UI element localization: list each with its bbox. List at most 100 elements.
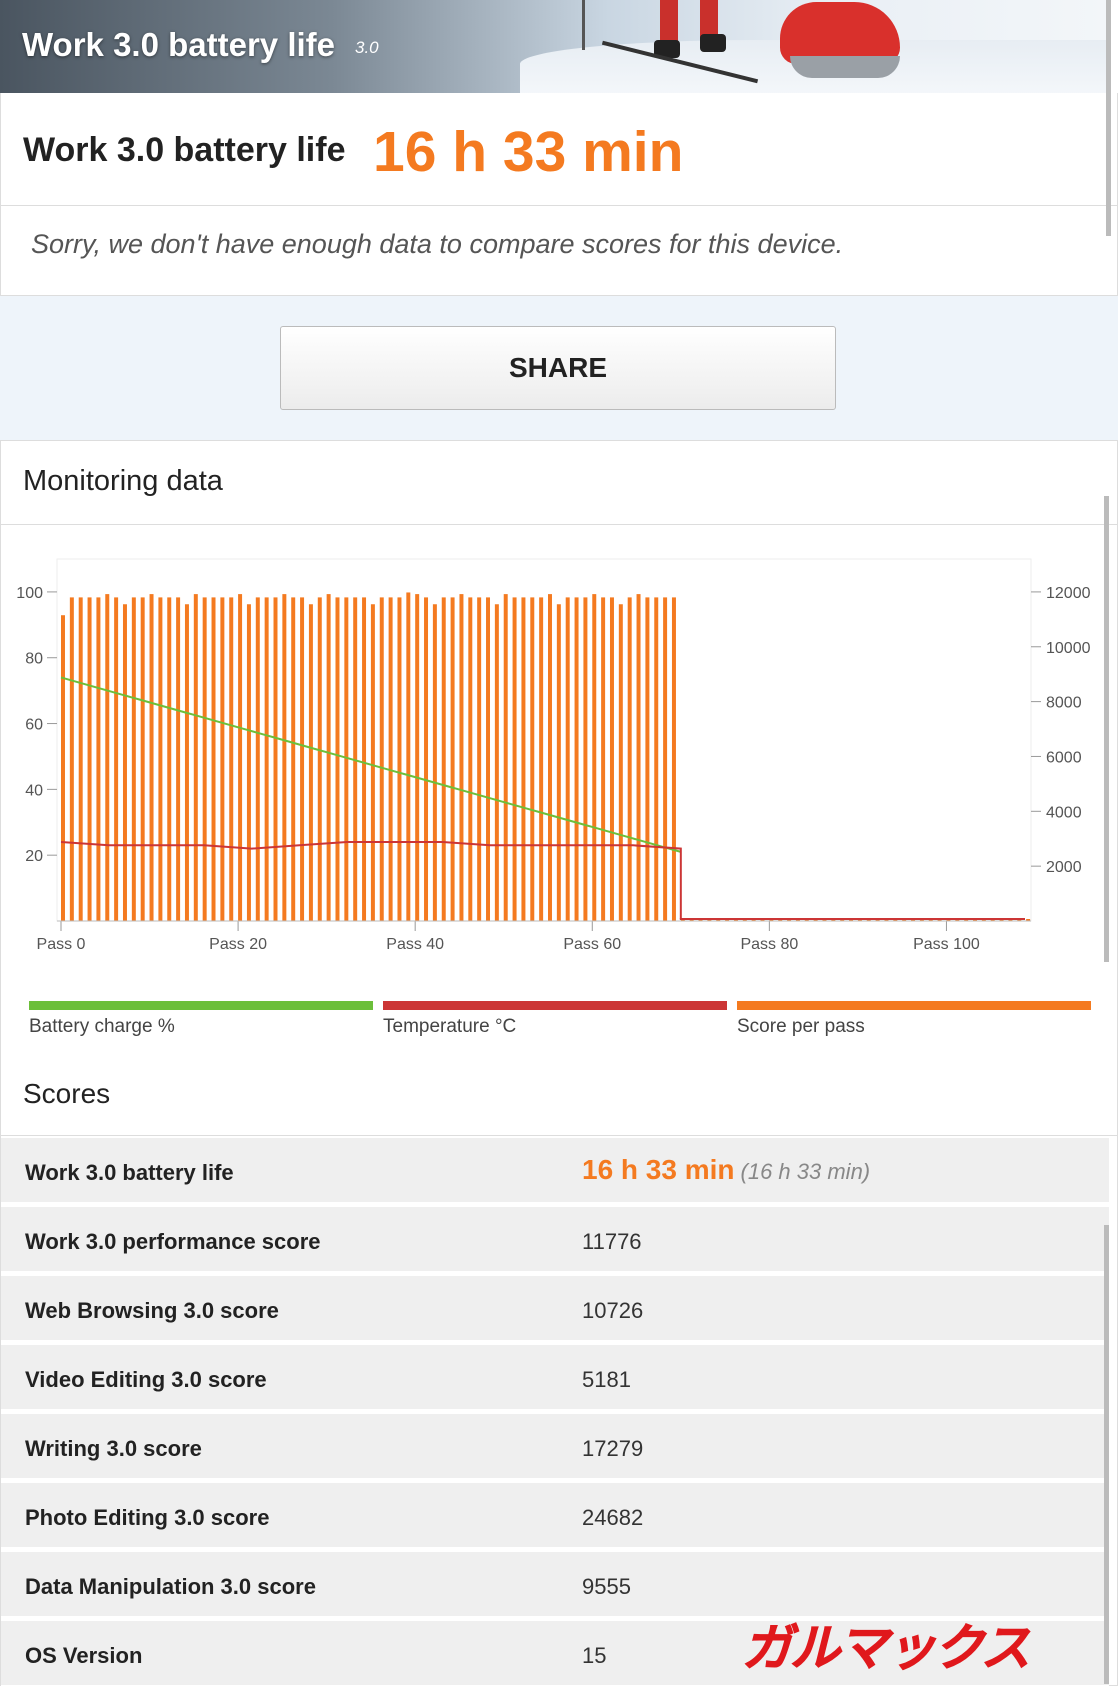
x-tick-label: Pass 80 (740, 936, 798, 953)
score-bar (273, 597, 278, 921)
score-bar (468, 597, 473, 921)
hero-title: Work 3.0 battery life (22, 26, 336, 63)
x-tick-label: Pass 40 (386, 936, 444, 953)
score-bar (96, 597, 101, 921)
y-left-tick-label: 60 (25, 717, 43, 734)
y-right-tick-label: 10000 (1046, 640, 1091, 657)
scrollbar[interactable] (1104, 496, 1109, 962)
score-bar (388, 597, 393, 921)
score-bar (202, 597, 207, 921)
table-row: OS Version 15 (1, 1621, 1109, 1690)
score-bar (184, 604, 189, 921)
y-right-tick-label: 8000 (1046, 695, 1082, 712)
score-bar (574, 597, 579, 921)
legend-battery: Battery charge % (29, 1001, 373, 1041)
legend-battery-swatch (29, 1001, 373, 1010)
hero-boot (700, 34, 726, 52)
table-row: Photo Editing 3.0 score 24682 (1, 1483, 1109, 1552)
share-zone: SHARE (0, 296, 1118, 440)
legend-score: Score per pass (737, 1001, 1091, 1041)
row-value: 15 (582, 1643, 607, 1668)
score-bar (78, 597, 83, 921)
score-bar (246, 604, 251, 921)
hero-leg (700, 0, 718, 44)
score-bar (317, 597, 322, 921)
x-tick-label: Pass 0 (37, 936, 86, 953)
row-value: 5181 (582, 1367, 631, 1392)
score-bar (406, 592, 411, 921)
row-label: Work 3.0 performance score (25, 1229, 321, 1254)
score-bar (220, 597, 225, 921)
row-value: 11776 (582, 1229, 642, 1254)
score-bar (459, 594, 464, 921)
hero-boot (654, 40, 680, 58)
monitoring-card: Monitoring data 100 80 60 40 20 12000 10000 800… (0, 440, 1118, 1690)
score-bar (601, 597, 606, 921)
score-bar (353, 597, 358, 921)
scores-table: Work 3.0 battery life 16 h 33 min (16 h 3… (1, 1138, 1109, 1690)
legend-battery-label: Battery charge % (29, 1016, 175, 1037)
row-label: Video Editing 3.0 score (25, 1367, 267, 1392)
divider (1, 524, 1117, 525)
score-bar (592, 594, 597, 921)
x-tick-label: Pass 60 (563, 936, 621, 953)
score-bar (397, 597, 402, 921)
score-bar (87, 597, 92, 921)
row-value: 16 h 33 min (16 h 33 min) (582, 1154, 870, 1186)
score-bar (238, 594, 243, 921)
row-label: Work 3.0 battery life (25, 1160, 234, 1185)
score-bar (131, 597, 136, 921)
score-bar (282, 594, 287, 921)
score-bar (565, 597, 570, 921)
row-value: 17279 (582, 1436, 644, 1461)
score-bar (521, 597, 526, 921)
score-bar (556, 604, 561, 921)
scrollbar[interactable] (1106, 0, 1111, 236)
legend-temperature-label: Temperature °C (383, 1016, 517, 1037)
battery-life-value: 16 h 33 min (582, 1154, 735, 1185)
score-bar (193, 594, 198, 921)
score-bar (663, 597, 668, 921)
y-left-tick-label: 40 (25, 782, 43, 799)
row-label: Data Manipulation 3.0 score (25, 1574, 316, 1599)
table-row: Work 3.0 battery life 16 h 33 min (16 h 3… (1, 1138, 1109, 1207)
score-bar (167, 597, 172, 921)
score-bar (530, 597, 535, 921)
table-row: Work 3.0 performance score 11776 (1, 1207, 1109, 1276)
score-bar (1026, 919, 1031, 921)
battery-line (60, 676, 682, 853)
score-bar (264, 597, 269, 921)
scrollbar[interactable] (1104, 1225, 1109, 1684)
x-tick-label: Pass 100 (913, 936, 980, 953)
share-button[interactable]: SHARE (280, 326, 836, 410)
hero-sled (780, 2, 900, 64)
score-bar (326, 594, 331, 921)
score-bar (211, 597, 216, 921)
table-row: Video Editing 3.0 score 5181 (1, 1345, 1109, 1414)
row-label: Writing 3.0 score (25, 1436, 202, 1461)
score-bar (158, 597, 163, 921)
legend-score-swatch (737, 1001, 1091, 1010)
score-bar (654, 597, 659, 921)
score-bar (539, 597, 544, 921)
score-bar (432, 604, 437, 921)
score-label: Work 3.0 battery life (23, 131, 346, 169)
row-label: Web Browsing 3.0 score (25, 1298, 279, 1323)
score-bar (415, 594, 420, 921)
score-bar (362, 597, 367, 921)
score-bar (609, 597, 614, 921)
x-tick-label: Pass 20 (209, 936, 267, 953)
score-bar (671, 597, 676, 921)
watermark-logo: ガルマックス (742, 1620, 1032, 1677)
score-bar (645, 597, 650, 921)
score-bar (618, 604, 623, 921)
table-row: Writing 3.0 score 17279 (1, 1414, 1109, 1483)
y-right-tick-label: 4000 (1046, 804, 1082, 821)
score-bar (512, 597, 517, 921)
row-label: Photo Editing 3.0 score (25, 1505, 270, 1530)
monitoring-chart: 100 80 60 40 20 12000 10000 8000 6000 4000 2000 Pas… (16, 558, 1091, 953)
score-bar (114, 597, 119, 921)
y-right-tick-label: 12000 (1046, 585, 1091, 602)
score-bar (548, 594, 552, 921)
score-bar (486, 597, 491, 921)
